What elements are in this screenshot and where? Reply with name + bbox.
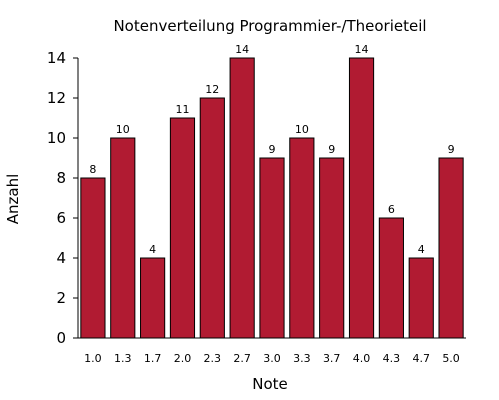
bar <box>199 97 225 339</box>
bar <box>438 157 464 339</box>
y-tick-label: 14 <box>47 49 66 67</box>
y-tick-label: 8 <box>56 169 66 187</box>
x-tick-label: 1.0 <box>84 352 102 365</box>
bar-value-label: 4 <box>418 243 425 256</box>
x-tick-label: 3.7 <box>323 352 341 365</box>
data-labels: 8 10 4 11 12 14 9 10 9 14 6 4 9 <box>89 43 454 256</box>
x-tick-label: 4.3 <box>383 352 401 365</box>
bar <box>229 57 255 339</box>
y-tick-label: 2 <box>56 289 66 307</box>
bar-value-label: 9 <box>269 143 276 156</box>
x-tick-label: 2.7 <box>233 352 251 365</box>
x-tick-label: 4.0 <box>353 352 371 365</box>
x-tick-label: 2.0 <box>174 352 192 365</box>
y-tick-label: 10 <box>47 129 66 147</box>
bar-value-label: 11 <box>175 103 189 116</box>
x-tick-label: 2.3 <box>204 352 222 365</box>
chart-title: Notenverteilung Programmier-/Theorieteil <box>113 17 426 35</box>
bar-value-label: 14 <box>355 43 369 56</box>
y-tick-label: 12 <box>47 89 66 107</box>
y-tick-label: 6 <box>56 209 66 227</box>
bar-value-label: 8 <box>89 163 96 176</box>
bar <box>289 137 315 339</box>
bar-value-label: 14 <box>235 43 249 56</box>
bar-value-label: 6 <box>388 203 395 216</box>
bar <box>140 257 166 339</box>
x-tick-label: 3.0 <box>263 352 281 365</box>
bars <box>80 57 464 339</box>
y-axis-label: Anzahl <box>4 174 22 225</box>
bar <box>169 117 196 339</box>
bar <box>378 217 404 339</box>
bar-value-label: 9 <box>328 143 335 156</box>
bar-value-label: 10 <box>116 123 130 136</box>
x-axis-label: Note <box>252 375 288 393</box>
y-tick-label: 0 <box>56 329 66 347</box>
bar <box>348 57 375 339</box>
bar <box>110 137 136 339</box>
bar <box>80 177 106 339</box>
x-tick-label: 5.0 <box>442 352 460 365</box>
y-tick-label: 4 <box>56 249 66 267</box>
x-tick-label: 1.7 <box>144 352 162 365</box>
y-axis-ticks: 0 2 4 6 8 10 12 14 <box>47 49 78 347</box>
x-tick-label: 3.3 <box>293 352 311 365</box>
bar <box>408 257 434 339</box>
bar-value-label: 4 <box>149 243 156 256</box>
bar <box>259 157 285 339</box>
x-tick-label: 1.3 <box>114 352 132 365</box>
x-axis-ticks: 1.0 1.3 1.7 2.0 2.3 2.7 3.0 3.3 3.7 4.0 4.3 4.7 5.0 <box>84 352 460 365</box>
bar-value-label: 12 <box>205 83 219 96</box>
x-tick-label: 4.7 <box>412 352 430 365</box>
bar <box>319 157 345 339</box>
bar-value-label: 10 <box>295 123 309 136</box>
bar-value-label: 9 <box>448 143 455 156</box>
